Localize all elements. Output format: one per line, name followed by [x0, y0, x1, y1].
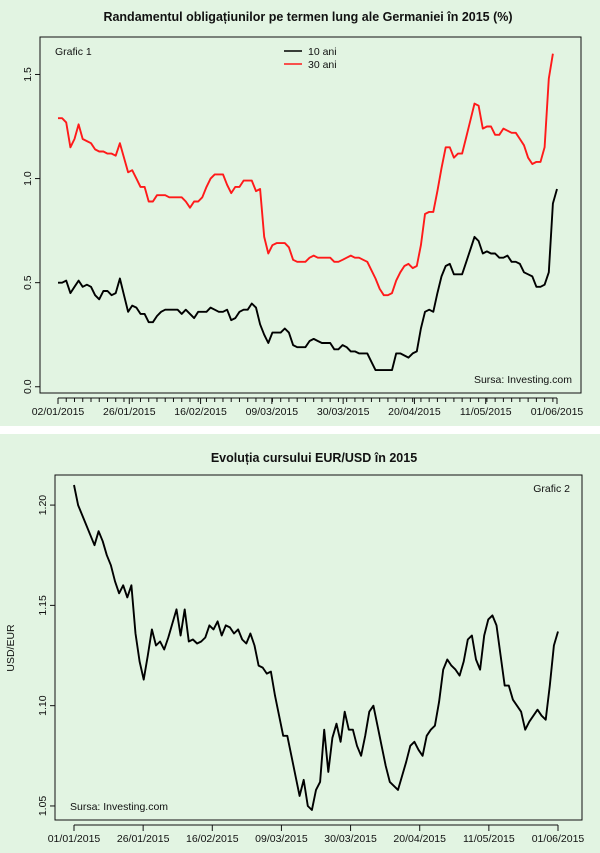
- chart-2-x-tick-label: 09/03/2015: [255, 833, 308, 845]
- chart-2-x-tick-label: 26/01/2015: [117, 833, 170, 845]
- chart-1-series-10-ani: [58, 188, 558, 372]
- chart-1-x-axis: 02/01/2015 26/01/2015 16/02/2015 09/03/2015…: [32, 397, 584, 418]
- chart-1-x-tick-label: 02/01/2015: [32, 406, 85, 418]
- chart-1-y-tick-label: 1.5: [22, 67, 34, 82]
- chart-1-series: [58, 53, 558, 372]
- chart-1-bond-yields: Randamentul obligațiunilor pe termen lun…: [22, 10, 583, 418]
- chart-2-x-axis: 01/01/2015 26/01/2015 16/02/2015 09/03/2015…: [48, 824, 585, 845]
- chart-1-y-tick-label: 0.0: [22, 379, 34, 394]
- chart-2-x-tick-label: 20/04/2015: [393, 833, 446, 845]
- chart-1-series-30-ani: [58, 53, 554, 297]
- chart-1-x-tick-label: 30/03/2015: [317, 406, 370, 418]
- chart-2-source: Sursa: Investing.com: [70, 801, 168, 813]
- chart-2-y-tick-label: 1.10: [37, 695, 49, 716]
- chart-1-y-axis: 0.0 0.5 1.0 1.5: [22, 67, 41, 394]
- chart-1-x-tick-label: 11/05/2015: [460, 406, 512, 418]
- chart-1-source: Sursa: Investing.com: [474, 374, 572, 386]
- chart-1-x-tick-label: 26/01/2015: [103, 406, 156, 418]
- chart-2-y-tick-label: 1.05: [37, 796, 49, 817]
- chart-1-title: Randamentul obligațiunilor pe termen lun…: [103, 10, 512, 24]
- chart-2-y-axis: 1.05 1.10 1.15 1.20: [37, 495, 56, 817]
- chart-2-x-tick-label: 01/06/2015: [532, 833, 585, 845]
- chart-1-x-tick-label: 20/04/2015: [388, 406, 441, 418]
- chart-1-legend: 10 ani 30 ani: [284, 46, 337, 71]
- chart-2-x-tick-label: 16/02/2015: [186, 833, 239, 845]
- legend-label-10-ani: 10 ani: [308, 46, 337, 58]
- chart-1-x-tick-label: 16/02/2015: [174, 406, 227, 418]
- chart-2-x-tick-label: 01/01/2015: [48, 833, 101, 845]
- chart-1-label: Grafic 1: [55, 46, 92, 58]
- chart-2-y-tick-label: 1.20: [37, 495, 49, 516]
- chart-2-series: [73, 484, 559, 811]
- chart-2-title: Evoluția cursului EUR/USD în 2015: [211, 451, 417, 465]
- chart-2-y-axis-label: USD/EUR: [5, 624, 17, 672]
- chart-2-x-tick-label: 11/05/2015: [463, 833, 515, 845]
- legend-label-30-ani: 30 ani: [308, 59, 337, 71]
- chart-2-series-eur-usd: [73, 484, 559, 811]
- chart-2-plot-frame: [54, 474, 583, 821]
- chart-2-eur-usd: Evoluția cursului EUR/USD în 2015 Grafic…: [5, 451, 584, 845]
- chart-1-y-tick-label: 0.5: [22, 275, 34, 290]
- chart-1-x-tick-label: 01/06/2015: [531, 406, 584, 418]
- chart-2-x-tick-label: 30/03/2015: [324, 833, 377, 845]
- chart-2-y-tick-label: 1.15: [37, 595, 49, 616]
- chart-1-y-tick-label: 1.0: [22, 171, 34, 186]
- chart-2-label: Grafic 2: [533, 483, 570, 495]
- chart-1-x-tick-label: 09/03/2015: [246, 406, 299, 418]
